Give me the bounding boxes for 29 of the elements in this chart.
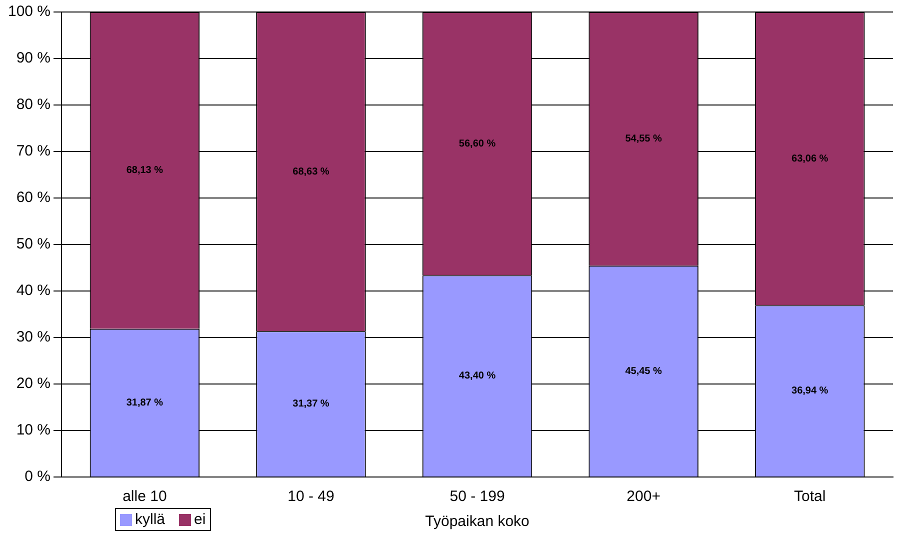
data-label: 68,13 % [126,165,164,176]
x-tick-label: Total [794,488,826,506]
y-tick-label: 90 % [16,50,51,67]
y-tick-label: 70 % [16,142,51,160]
x-axis-title: Työpaikan koko [425,513,530,530]
data-label: 36,94 % [792,386,828,397]
data-label: 31,87 % [126,397,164,408]
data-label: 45,45 % [625,366,662,377]
y-tick-label: 10 % [16,422,51,439]
legend-label: kyllä [135,511,166,528]
y-tick-label: 100 % [8,3,51,20]
x-tick-label: 50 - 199 [450,488,505,506]
data-label: 63,06 % [792,153,828,164]
data-label: 31,37 % [292,398,330,410]
y-tick-label: 30 % [16,328,51,346]
legend-label: ei [194,511,206,528]
y-tick-label: 20 % [16,375,51,392]
x-tick-label: alle 10 [122,488,167,506]
data-label: 54,55 % [625,134,662,145]
x-tick-label: 200+ [626,488,661,506]
y-tick-label: 60 % [16,189,51,206]
data-label: 56,60 % [458,138,496,150]
y-tick-label: 0 % [24,468,51,486]
x-tick-label: 10 - 49 [288,488,334,506]
data-label: 68,63 % [292,166,330,178]
y-tick-label: 80 % [16,96,51,114]
data-label: 43,40 % [458,370,496,382]
y-tick-label: 50 % [16,236,51,253]
y-tick-label: 40 % [16,282,51,300]
